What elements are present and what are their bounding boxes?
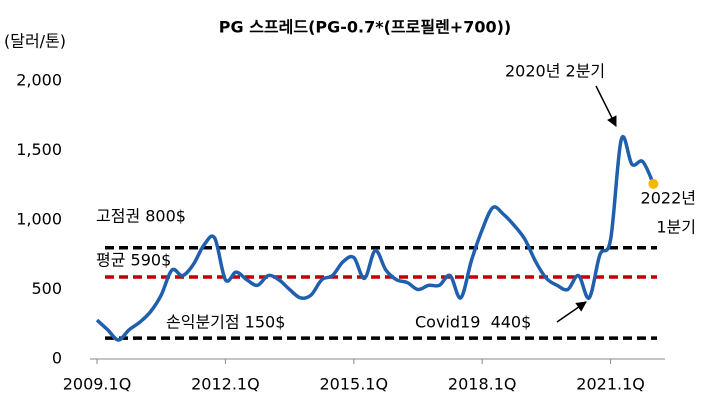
x-tick-label: 2012.1Q [191,375,260,394]
x-tick-label: 2015.1Q [320,375,389,394]
annotation: Covid19 440$ [415,313,531,332]
y-tick-label: 1,500 [16,140,62,159]
annotation: 1분기 [656,218,696,237]
chart-title: PG 스프레드(PG-0.7*(프로필렌+700)) [219,18,511,37]
y-tick-label: 500 [31,279,62,298]
x-tick-label: 2009.1Q [63,375,132,394]
y-tick-label: 2,000 [16,71,62,90]
x-tick-label: 2018.1Q [448,375,517,394]
line [95,134,655,342]
y-axis-label: (달러/톤) [4,32,66,51]
reference-label: 손익분기점 150$ [166,313,285,332]
x-tick-label: 2021.1Q [576,375,645,394]
annotation: 2022년 [641,189,696,208]
highlight-point [648,178,659,189]
reference-label: 평균 590$ [96,251,171,270]
reference-label: 고점권 800$ [96,207,186,226]
annotation-arrow [595,85,617,127]
y-tick-label: 0 [52,349,62,368]
y-tick-label: 1,000 [16,210,62,229]
annotation-arrow [556,301,587,323]
annotation: 2020년 2분기 [505,62,605,81]
